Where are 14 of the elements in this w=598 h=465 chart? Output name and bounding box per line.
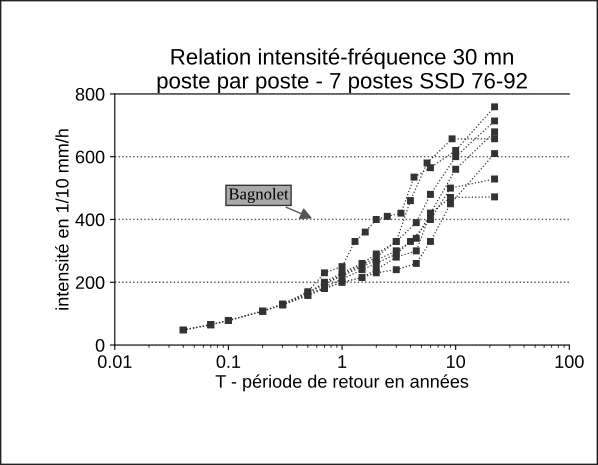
y-tick-label: 200: [76, 276, 104, 289]
y-tick-label: 600: [76, 150, 104, 164]
x-tick-label: 10: [447, 355, 466, 368]
x-tick-label: 100: [556, 355, 584, 368]
y-axis-title: intensité en 1/10 mm/h: [55, 129, 69, 310]
y-tick-label: 400: [75, 213, 104, 226]
y-tick-label: 0: [96, 338, 104, 352]
x-tick-label: 0.1: [216, 355, 240, 368]
annotation: Bagnolet: [228, 188, 289, 203]
chart-title: Relation intensité-fréquence 30 mn poste par poste - 7 postes SSD 76-92: [158, 48, 527, 93]
y-tick-label: 800: [76, 88, 104, 101]
x-axis-title: T - période de retour en années: [216, 374, 468, 392]
x-tick-label: 1: [338, 355, 346, 368]
x-tick-label: 0.01: [98, 355, 132, 368]
